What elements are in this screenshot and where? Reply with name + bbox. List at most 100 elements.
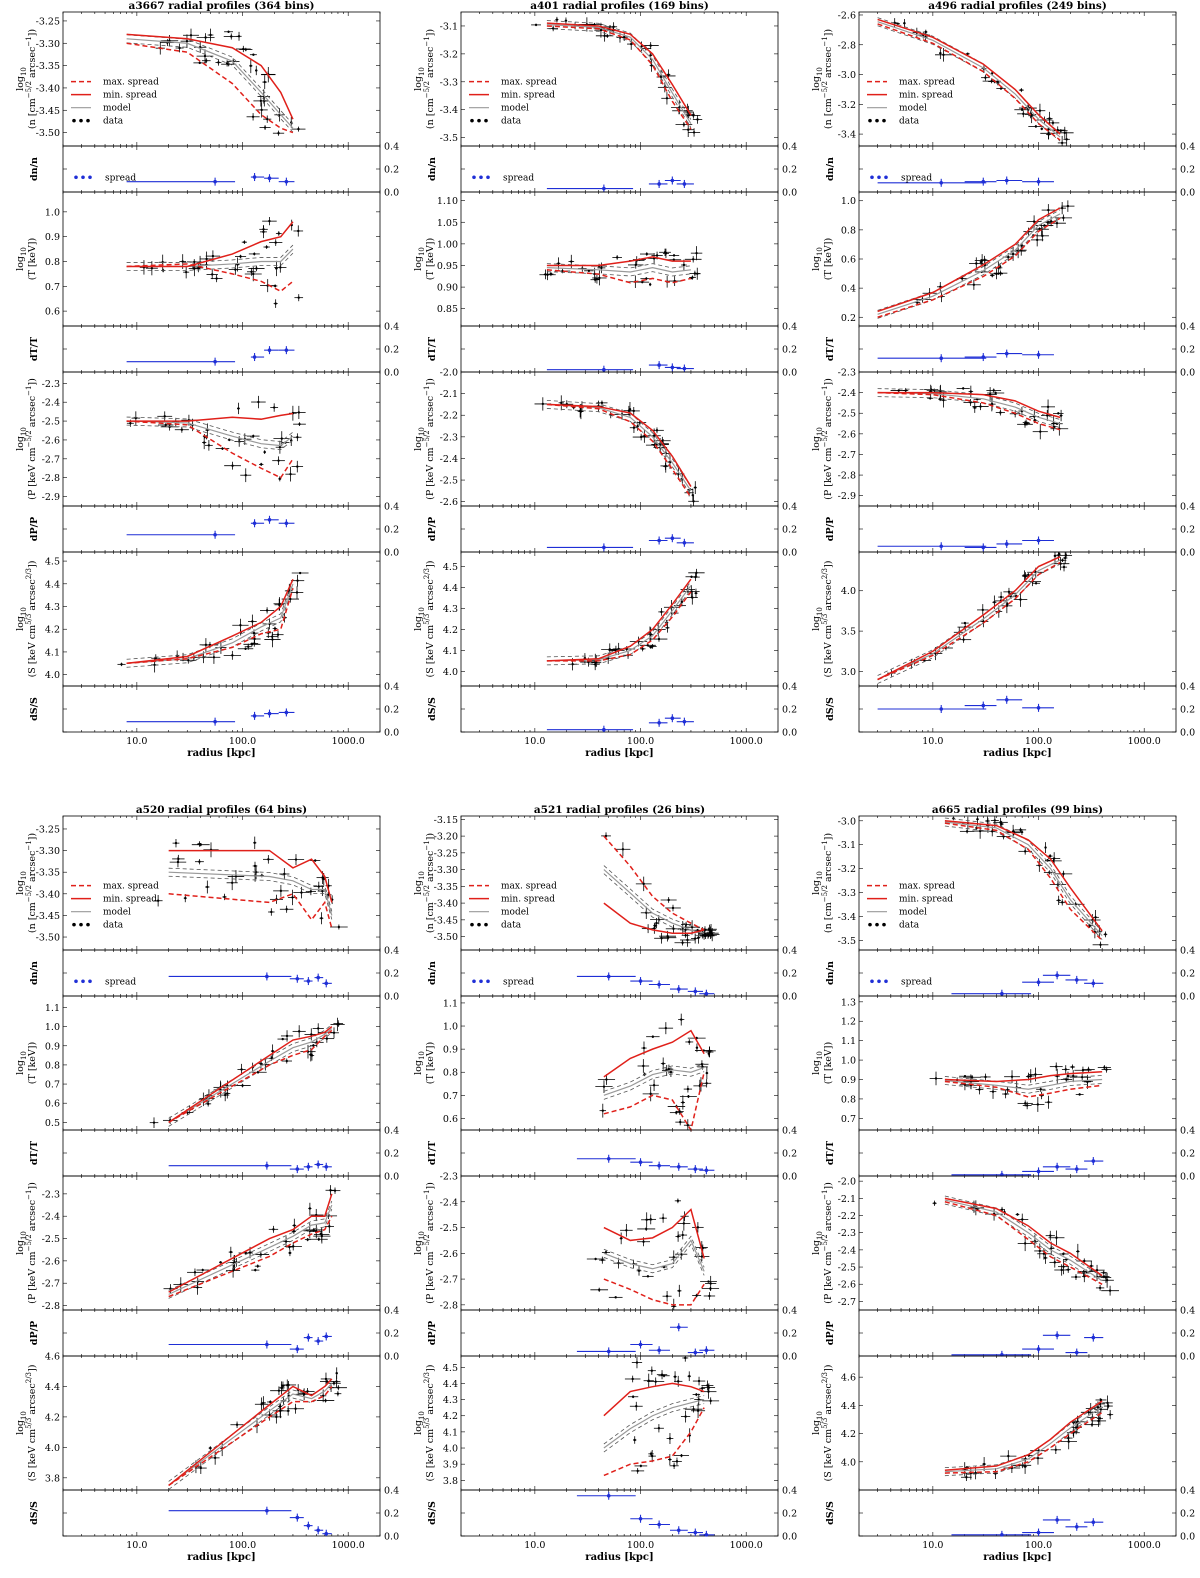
spread-point: [682, 182, 687, 186]
y-tick-label: 1.05: [437, 218, 458, 229]
y-tick-label: -2.5: [42, 417, 60, 428]
data-point: [223, 895, 226, 899]
rel-tick-label: 0.4: [782, 682, 797, 693]
y-tick-label: -2.4: [42, 398, 60, 409]
rel-tick-label: 0.4: [384, 142, 399, 153]
legend-spread-marker: [877, 175, 881, 180]
y-tick-label: -2.8: [42, 473, 60, 484]
x-tick-label: 1000.0: [332, 736, 365, 747]
data-point: [630, 42, 633, 46]
y-tick-label: 1.00: [437, 239, 458, 250]
legend-label: data: [501, 921, 522, 931]
data-point: [1062, 216, 1065, 220]
y-axis-label: log10: [413, 427, 426, 451]
data-point: [560, 401, 563, 405]
data-point: [995, 272, 998, 276]
y-tick-label: -2.5: [42, 1234, 60, 1245]
data-point: [310, 1033, 313, 1036]
legend-label: model: [501, 104, 529, 114]
rel-tick-label: 0.0: [384, 188, 399, 199]
y-tick-label: 0.90: [437, 283, 458, 294]
rel-tick-label: 0.0: [782, 368, 797, 379]
axis-frame: [62, 685, 381, 733]
label-superscript: 2/3: [25, 1372, 33, 1383]
y-tick-label: 0.8: [45, 257, 60, 268]
data-point: [695, 251, 698, 255]
data-point: [265, 609, 269, 612]
rel-tick-label: 0.0: [384, 548, 399, 559]
data-point: [1024, 575, 1027, 578]
data-point: [641, 647, 644, 651]
y-tick-label: 4.0: [45, 670, 60, 681]
label-part: (P [keV cm: [27, 1251, 38, 1303]
y-tick-label: -3.2: [838, 100, 856, 111]
y-tick-label: -2.6: [440, 497, 458, 508]
y-axis-label-quantity: (T [keV]): [823, 238, 834, 280]
spread-point: [1036, 706, 1041, 710]
data-point: [1061, 559, 1064, 562]
data-point: [152, 1121, 156, 1124]
x-tick-label: 1000.0: [1128, 736, 1161, 747]
legend-spread-marker: [472, 979, 476, 984]
label-superscript: −5/2: [423, 430, 431, 447]
data-point: [1038, 109, 1042, 112]
spread-point: [316, 1339, 320, 1343]
spread-point: [670, 536, 675, 540]
rel-axis-label: dn/n: [427, 961, 438, 985]
data-point: [325, 1380, 329, 1383]
y-axis-label: log10: [15, 1411, 28, 1435]
data-point: [297, 229, 300, 233]
data-point: [297, 127, 300, 131]
data-point: [570, 260, 573, 263]
data-point: [1053, 554, 1057, 558]
legend-label: model: [103, 104, 131, 114]
data-point: [694, 591, 698, 595]
y-axis-label: log10: [811, 607, 824, 631]
spread-point: [295, 976, 300, 981]
rel-tick-label: 0.0: [384, 728, 399, 739]
x-tick-label: 1000.0: [332, 1540, 365, 1551]
axis-frame: [62, 1129, 381, 1177]
spread-point: [1004, 178, 1009, 183]
model-bound-line: [877, 555, 1061, 676]
rel-tick-label: 0.4: [384, 322, 399, 333]
model-line: [877, 559, 1061, 681]
relative-spread-axis-dn: 0.4 0.2 0.0 dn/n spread: [427, 142, 797, 199]
rel-tick-label: 0.0: [384, 368, 399, 379]
data-point: [564, 19, 568, 22]
data-point: [207, 444, 211, 447]
legend-label: spread: [105, 977, 136, 987]
max-spread-line: [168, 1385, 333, 1487]
data-point: [239, 255, 242, 258]
y-axis-label: log10: [15, 1231, 28, 1255]
rel-tick-label: 0.4: [1180, 322, 1195, 333]
relative-spread-axis-dS: 0.4 0.2 0.0 dS/S 10.0 100.0 1000.0 radius [kpc]: [427, 682, 797, 760]
y-tick-label: 0.7: [45, 1080, 60, 1091]
data-point: [285, 908, 288, 911]
data-point: [298, 571, 302, 575]
rel-axis-label: dT/T: [427, 337, 438, 361]
rel-tick-label: 0.4: [384, 946, 399, 957]
log-subscript: 10: [20, 1231, 28, 1240]
y-tick-label: 0.6: [443, 1114, 458, 1125]
log-label: log: [15, 436, 26, 451]
data-point: [249, 64, 252, 68]
y-tick-label: 4.3: [45, 602, 60, 613]
label-part: (n [cm: [27, 98, 38, 129]
rel-axis-label: dP/P: [29, 517, 40, 541]
rel-tick-label: 0.0: [384, 1352, 399, 1363]
label-superscript: −5/2: [821, 81, 829, 98]
data-point: [960, 277, 964, 280]
data-point: [252, 272, 255, 276]
data-point: [672, 927, 675, 931]
data-point: [1020, 88, 1023, 92]
y-tick-label: 0.85: [437, 304, 458, 315]
rel-tick-label: 0.2: [384, 969, 399, 980]
label-part: (S [keV cm: [823, 625, 834, 678]
spread-point: [213, 532, 217, 537]
spread-point: [252, 175, 257, 179]
data-point: [272, 406, 276, 409]
data-point: [1022, 112, 1025, 116]
data-point: [707, 928, 711, 931]
spread-point: [606, 974, 611, 979]
